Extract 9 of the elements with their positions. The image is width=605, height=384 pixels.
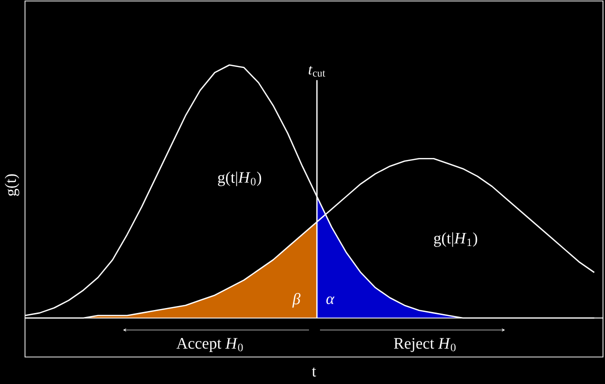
text: Reject H$_{0}$ xyxy=(394,338,456,352)
x-axis-title: t xyxy=(312,367,316,377)
text: Accept H$_{0}$ xyxy=(176,338,243,352)
annotation: α xyxy=(326,296,335,304)
annotation: β xyxy=(292,292,300,308)
text: g(t|H$_{0}$) xyxy=(218,172,262,186)
y-axis-title: g(t) xyxy=(4,174,20,196)
annotation: t$_{cut}$ xyxy=(308,66,326,77)
text: g(t|H$_{1}$) xyxy=(434,232,478,247)
